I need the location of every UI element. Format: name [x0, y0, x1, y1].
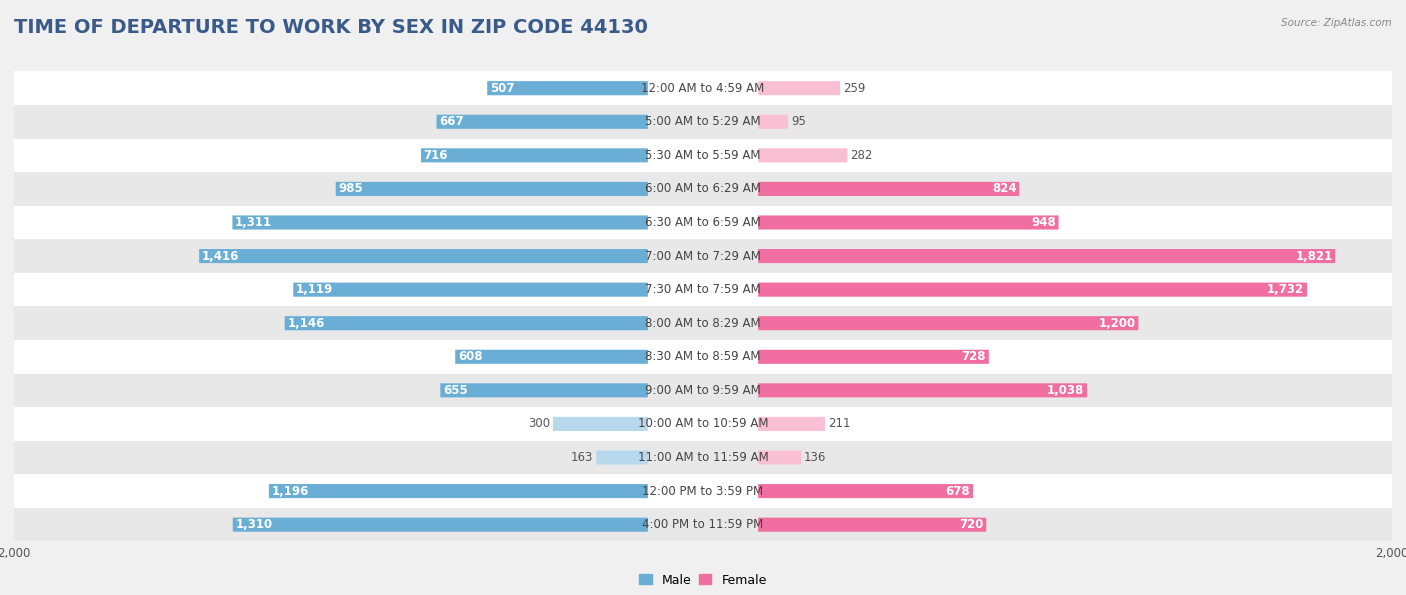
Bar	[14, 374, 1392, 407]
FancyBboxPatch shape	[269, 484, 648, 498]
Text: 1,311: 1,311	[235, 216, 273, 229]
Text: 300: 300	[527, 418, 550, 430]
Text: 5:00 AM to 5:29 AM: 5:00 AM to 5:29 AM	[645, 115, 761, 129]
Text: 824: 824	[991, 183, 1017, 195]
Text: 5:30 AM to 5:59 AM: 5:30 AM to 5:59 AM	[645, 149, 761, 162]
Text: 1,310: 1,310	[235, 518, 273, 531]
Text: 95: 95	[792, 115, 806, 129]
Bar	[14, 139, 1392, 172]
FancyBboxPatch shape	[758, 115, 789, 129]
Text: 1,038: 1,038	[1047, 384, 1084, 397]
Text: 667: 667	[439, 115, 464, 129]
FancyBboxPatch shape	[456, 350, 648, 364]
FancyBboxPatch shape	[420, 148, 648, 162]
Text: 163: 163	[571, 451, 593, 464]
Text: 282: 282	[851, 149, 873, 162]
Text: Source: ZipAtlas.com: Source: ZipAtlas.com	[1281, 18, 1392, 28]
Text: 1,146: 1,146	[287, 317, 325, 330]
Text: 1,732: 1,732	[1267, 283, 1305, 296]
Text: 6:30 AM to 6:59 AM: 6:30 AM to 6:59 AM	[645, 216, 761, 229]
Text: 720: 720	[959, 518, 984, 531]
FancyBboxPatch shape	[758, 182, 1019, 196]
Bar	[14, 508, 1392, 541]
Text: 985: 985	[339, 183, 363, 195]
Text: 136: 136	[804, 451, 827, 464]
FancyBboxPatch shape	[284, 316, 648, 330]
FancyBboxPatch shape	[336, 182, 648, 196]
Text: 211: 211	[828, 418, 851, 430]
Text: 655: 655	[443, 384, 468, 397]
FancyBboxPatch shape	[758, 350, 988, 364]
Text: 4:00 PM to 11:59 PM: 4:00 PM to 11:59 PM	[643, 518, 763, 531]
FancyBboxPatch shape	[758, 383, 1087, 397]
Legend: Male, Female: Male, Female	[634, 569, 772, 591]
Text: 948: 948	[1031, 216, 1056, 229]
Text: 259: 259	[844, 82, 865, 95]
FancyBboxPatch shape	[440, 383, 648, 397]
Text: 8:30 AM to 8:59 AM: 8:30 AM to 8:59 AM	[645, 350, 761, 364]
Text: 8:00 AM to 8:29 AM: 8:00 AM to 8:29 AM	[645, 317, 761, 330]
FancyBboxPatch shape	[596, 450, 648, 465]
FancyBboxPatch shape	[758, 81, 841, 95]
Text: 678: 678	[946, 484, 970, 497]
Bar	[14, 105, 1392, 139]
FancyBboxPatch shape	[758, 215, 1059, 230]
FancyBboxPatch shape	[758, 518, 986, 532]
FancyBboxPatch shape	[232, 215, 648, 230]
Bar	[14, 474, 1392, 508]
FancyBboxPatch shape	[436, 115, 648, 129]
Text: 7:30 AM to 7:59 AM: 7:30 AM to 7:59 AM	[645, 283, 761, 296]
FancyBboxPatch shape	[553, 417, 648, 431]
Bar	[14, 306, 1392, 340]
Text: 1,821: 1,821	[1295, 249, 1333, 262]
FancyBboxPatch shape	[758, 249, 1336, 263]
FancyBboxPatch shape	[233, 518, 648, 532]
FancyBboxPatch shape	[758, 283, 1308, 297]
FancyBboxPatch shape	[488, 81, 648, 95]
Text: TIME OF DEPARTURE TO WORK BY SEX IN ZIP CODE 44130: TIME OF DEPARTURE TO WORK BY SEX IN ZIP …	[14, 18, 648, 37]
Bar	[14, 407, 1392, 441]
FancyBboxPatch shape	[200, 249, 648, 263]
Text: 1,200: 1,200	[1098, 317, 1136, 330]
Text: 6:00 AM to 6:29 AM: 6:00 AM to 6:29 AM	[645, 183, 761, 195]
FancyBboxPatch shape	[758, 484, 973, 498]
Bar	[14, 239, 1392, 273]
Bar	[14, 340, 1392, 374]
FancyBboxPatch shape	[758, 148, 848, 162]
Text: 1,416: 1,416	[202, 249, 239, 262]
Bar	[14, 441, 1392, 474]
Text: 507: 507	[489, 82, 515, 95]
Bar	[14, 71, 1392, 105]
Text: 1,196: 1,196	[271, 484, 309, 497]
Text: 716: 716	[423, 149, 449, 162]
Text: 12:00 AM to 4:59 AM: 12:00 AM to 4:59 AM	[641, 82, 765, 95]
Text: 7:00 AM to 7:29 AM: 7:00 AM to 7:29 AM	[645, 249, 761, 262]
Text: 11:00 AM to 11:59 AM: 11:00 AM to 11:59 AM	[638, 451, 768, 464]
Bar	[14, 206, 1392, 239]
Text: 12:00 PM to 3:59 PM: 12:00 PM to 3:59 PM	[643, 484, 763, 497]
Text: 9:00 AM to 9:59 AM: 9:00 AM to 9:59 AM	[645, 384, 761, 397]
Bar	[14, 273, 1392, 306]
Text: 728: 728	[962, 350, 986, 364]
FancyBboxPatch shape	[758, 450, 801, 465]
Text: 1,119: 1,119	[297, 283, 333, 296]
Text: 608: 608	[458, 350, 482, 364]
FancyBboxPatch shape	[294, 283, 648, 297]
FancyBboxPatch shape	[758, 417, 825, 431]
FancyBboxPatch shape	[758, 316, 1139, 330]
Bar	[14, 172, 1392, 206]
Text: 10:00 AM to 10:59 AM: 10:00 AM to 10:59 AM	[638, 418, 768, 430]
